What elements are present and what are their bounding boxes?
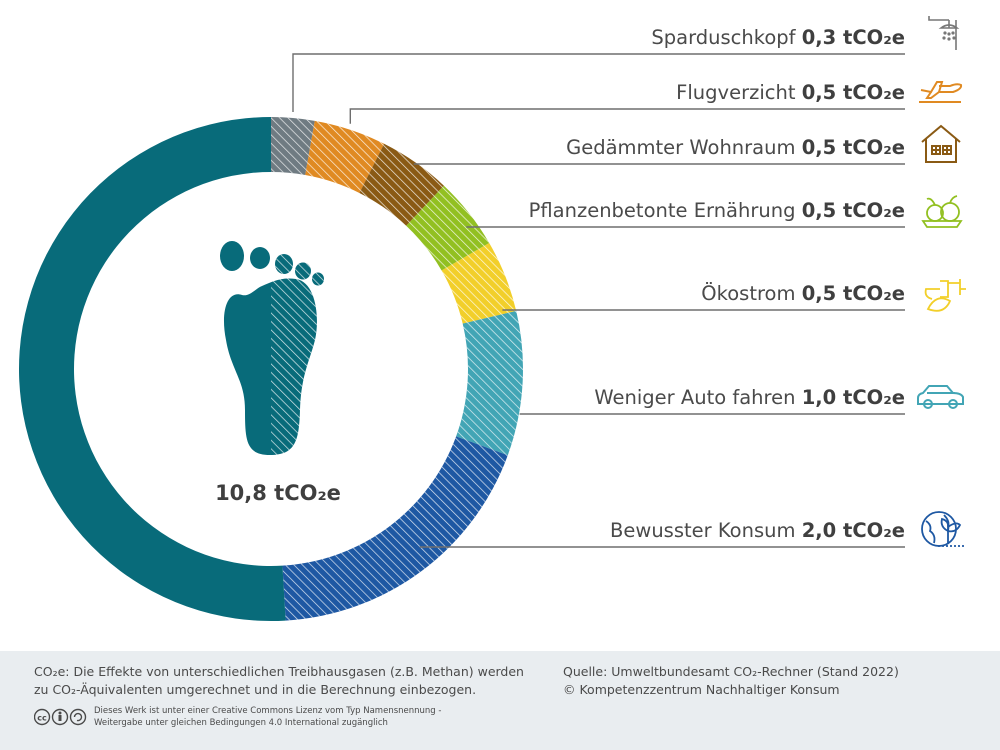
segment-value: 0,3 tCO₂e [802,26,905,49]
donut-segment-hatch [441,243,517,324]
donut-ring [19,117,523,621]
cc-icon: cc [37,714,47,723]
segment-label: Pflanzenbetonte Ernährung 0,5 tCO₂e [529,199,905,222]
source-note: Quelle: Umweltbundesamt CO₂-Rechner (Sta… [563,663,899,699]
segment-label: Sparduschkopf 0,3 tCO₂e [651,26,905,49]
segment-label: Gedämmter Wohnraum 0,5 tCO₂e [566,136,905,159]
house-icon [921,124,961,163]
source-line: Quelle: Umweltbundesamt CO₂-Rechner (Sta… [563,664,899,679]
co2e-definition-note: CO₂e: Die Effekte von unterschiedlichen … [34,663,524,699]
shower-icon [928,16,960,50]
donut-segment-hatch [305,120,385,193]
vegetables-icon [921,195,963,228]
segment-value: 1,0 tCO₂e [802,386,905,409]
segment-label: Ökostrom 0,5 tCO₂e [701,282,905,305]
copyright-line: © Kompetenzzentrum Nachhaltiger Konsum [563,682,840,697]
segment-name: Gedämmter Wohnraum [566,136,802,159]
cc-license-icons: cc [33,708,90,730]
segment-value: 0,5 tCO₂e [802,136,905,159]
car-icon [917,385,964,409]
footer: CO₂e: Die Effekte von unterschiedlichen … [0,651,1000,750]
segment-name: Bewusster Konsum [610,519,802,542]
note-line: CO₂e: Die Effekte von unterschiedlichen … [34,664,524,679]
segment-label: Flugverzicht 0,5 tCO₂e [676,81,905,104]
green-plug-icon [924,279,966,312]
segment-name: Pflanzenbetonte Ernährung [529,199,802,222]
total-value-label: 10,8 tCO₂e [215,481,341,505]
donut-segment-hatch [282,436,508,621]
segment-name: Sparduschkopf [651,26,801,49]
segment-label: Bewusster Konsum 2,0 tCO₂e [610,519,905,542]
segment-name: Flugverzicht [676,81,802,104]
segment-label: Weniger Auto fahren 1,0 tCO₂e [594,386,905,409]
license-note: Dieses Werk ist unter einer Creative Com… [94,705,441,729]
segment-value: 0,5 tCO₂e [802,199,905,222]
share-alike-icon [73,712,83,722]
attribution-icon [58,711,62,721]
license-line: Dieses Werk ist unter einer Creative Com… [94,706,442,716]
segment-value: 2,0 tCO₂e [802,519,905,542]
donut-segment-hatch [406,185,490,271]
license-line: Weitergabe unter gleichen Bedingungen 4.… [94,718,388,728]
segment-name: Ökostrom [701,282,801,305]
segment-labels: Sparduschkopf 0,3 tCO₂e Flugverzicht 0,5 … [529,26,905,542]
note-line: zu CO₂-Äquivalenten umgerechnet und in d… [34,682,477,697]
donut-segment-hatch [359,143,444,226]
leader-lines [292,53,905,548]
globe-plant-icon [921,511,964,547]
segment-value: 0,5 tCO₂e [802,81,905,104]
donut-remainder-segment [19,117,286,621]
segment-name: Weniger Auto fahren [594,386,801,409]
donut-chart: 10,8 tCO₂e Sparduschkopf 0,3 tCO₂e Flugve… [19,16,966,621]
leader-line [349,108,905,124]
airplane-icon [919,81,963,103]
leader-line [292,53,905,112]
segment-value: 0,5 tCO₂e [802,282,905,305]
footprint-icon [220,241,324,455]
donut-segment-hatch [271,117,315,175]
donut-segment-hatch [456,310,523,456]
